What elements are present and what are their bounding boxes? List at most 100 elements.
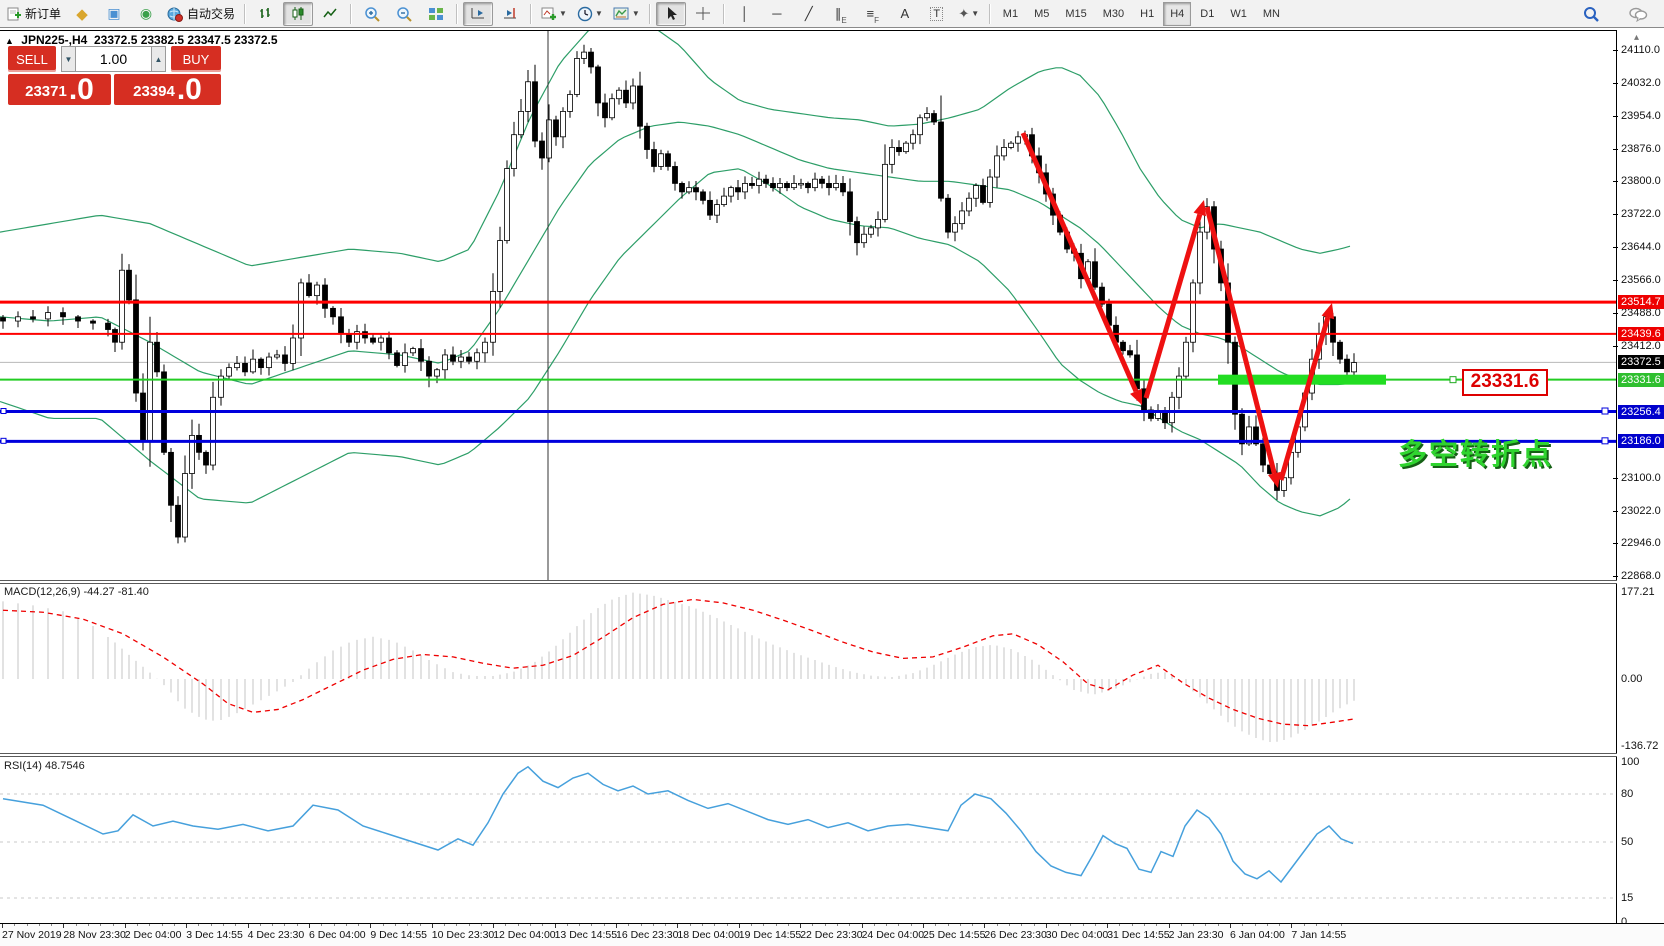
periods-button[interactable]: ▼	[573, 2, 607, 26]
timeframe-m5[interactable]: M5	[1034, 7, 1050, 20]
time-axis-minor-tick	[1082, 924, 1084, 926]
search-button[interactable]	[1576, 2, 1606, 26]
timeframe-h4[interactable]: H4	[1163, 1, 1192, 26]
timeframe-m1[interactable]: M1	[1002, 7, 1019, 20]
time-axis-label: 25 Dec 14:55	[923, 929, 986, 941]
candle-body	[154, 341, 160, 373]
cursor-arrow-icon	[667, 7, 677, 20]
trend-arrow[interactable]	[1204, 206, 1277, 475]
price-tick	[1613, 149, 1618, 151]
chart-shift-button[interactable]	[495, 2, 525, 26]
trend-arrow[interactable]	[1020, 131, 1139, 393]
chart-bars-button[interactable]	[251, 2, 281, 26]
templates-button[interactable]: ▼	[609, 2, 644, 26]
timeframe-w1[interactable]: W1	[1230, 7, 1247, 20]
candle-body	[1008, 142, 1014, 148]
timeframe-m30[interactable]: M30	[1102, 7, 1125, 20]
chart-window[interactable]: ▲ JPN225-,H4 23372.5 23382.5 23347.5 233…	[0, 29, 1664, 946]
channel-tool[interactable]: ∥ E	[834, 5, 847, 25]
timeframe-mn[interactable]: MN	[1262, 7, 1280, 20]
cursor-button[interactable]	[655, 1, 686, 26]
rsi-scale-label: 100	[1621, 756, 1640, 768]
trendline-tool[interactable]: ╱	[794, 2, 824, 26]
new-order-button[interactable]: 新订单	[3, 2, 65, 26]
candle-body	[182, 473, 188, 538]
market-watch-button[interactable]: ◆	[67, 2, 97, 26]
macd-pane[interactable]	[2, 592, 1355, 743]
hline-marker-right[interactable]	[1601, 437, 1609, 445]
candle-body	[714, 204, 720, 216]
tile-windows-button[interactable]	[421, 2, 451, 26]
arrows-tool[interactable]: ✦ ▼	[954, 2, 984, 26]
sell-price[interactable]: 23371 .0	[8, 74, 111, 105]
pane-splitter-rsi[interactable]	[0, 753, 1617, 757]
vertical-line-tool[interactable]: │	[730, 2, 760, 26]
text-tool[interactable]: A	[890, 2, 920, 26]
auto-scroll-button[interactable]	[463, 1, 494, 26]
time-axis-label: 22 Dec 23:30	[800, 929, 863, 941]
time-axis-minor-tick	[173, 924, 175, 926]
candle-body	[1337, 341, 1343, 360]
volume-increase-button[interactable]: ▲	[151, 46, 166, 72]
price-tick	[1613, 50, 1618, 51]
candle-body	[426, 360, 432, 377]
green-line-anchor[interactable]	[1449, 376, 1457, 384]
chart-candles-button[interactable]	[283, 1, 314, 26]
zoom-in-button[interactable]	[357, 2, 387, 26]
buy-price[interactable]: 23394 .0	[114, 74, 221, 105]
chart-canvas[interactable]	[0, 29, 1664, 946]
candle-body	[306, 282, 312, 297]
candle-body	[910, 134, 916, 144]
time-axis-tick	[554, 924, 556, 928]
data-window-button[interactable]: ▣	[99, 2, 129, 26]
timeframe-h1[interactable]: H1	[1140, 7, 1155, 20]
navigator-button[interactable]: ◉	[131, 2, 161, 26]
rsi-pane[interactable]	[0, 765, 1617, 899]
zoom-out-button[interactable]	[389, 2, 419, 26]
time-axis[interactable]: 27 Nov 2019 28 Nov 23:30 2 Dec 04:00 3 Dec …	[0, 923, 1664, 946]
panel-collapse-icon[interactable]: ▲	[5, 36, 14, 46]
time-axis-minor-tick	[898, 924, 900, 926]
autotrade-button[interactable]: 自动交易	[163, 2, 239, 26]
volume-decrease-button[interactable]: ▼	[61, 46, 76, 72]
chat-button[interactable]	[1623, 2, 1653, 26]
candle-body	[354, 331, 360, 343]
hline-marker-right[interactable]	[1601, 407, 1609, 415]
candle-body	[504, 168, 510, 241]
time-axis-minor-tick	[1033, 924, 1035, 926]
horizontal-line-tool[interactable]: ─	[762, 2, 792, 26]
time-axis-minor-tick	[1315, 924, 1317, 926]
candle-body	[1015, 136, 1021, 144]
trend-arrow[interactable]	[1143, 213, 1203, 399]
macd-scale-label: 177.21	[1621, 586, 1655, 598]
hline-marker-left[interactable]	[0, 408, 7, 415]
buy-button[interactable]: BUY	[171, 46, 221, 72]
candle-body	[1155, 411, 1161, 419]
price-tick	[1613, 280, 1618, 282]
pane-splitter-macd[interactable]	[0, 580, 1617, 584]
candle-body	[833, 183, 839, 189]
bollinger-lower	[0, 168, 1351, 517]
timeframe-d1[interactable]: D1	[1200, 7, 1215, 20]
crosshair-button[interactable]	[688, 2, 718, 26]
chart-line-button[interactable]	[315, 2, 345, 26]
candle-body	[651, 149, 657, 167]
sell-button[interactable]: SELL	[8, 46, 56, 72]
time-axis-minor-tick	[1180, 924, 1182, 926]
data-window-icon: ▣	[107, 5, 121, 21]
support-highlight-segment[interactable]	[1218, 374, 1386, 385]
dropdown-arrow-icon: ▼	[631, 9, 640, 18]
timeframe-m15[interactable]: M15	[1065, 7, 1087, 20]
volume-input[interactable]: 1.00	[76, 46, 151, 72]
fibonacci-tool[interactable]: ≡ F	[866, 6, 880, 25]
time-axis-minor-tick	[763, 924, 765, 926]
channel-icon: ∥	[834, 5, 842, 21]
hline-marker-left[interactable]	[0, 437, 7, 444]
candle-body	[466, 356, 472, 362]
add-indicator-button[interactable]: ▼	[537, 2, 571, 26]
time-axis-minor-tick	[1070, 924, 1072, 926]
main-pane[interactable]	[0, 29, 1617, 580]
trend-arrow[interactable]	[1278, 316, 1331, 481]
text-label-tool[interactable]: T	[922, 2, 952, 26]
candle-body	[226, 367, 232, 377]
